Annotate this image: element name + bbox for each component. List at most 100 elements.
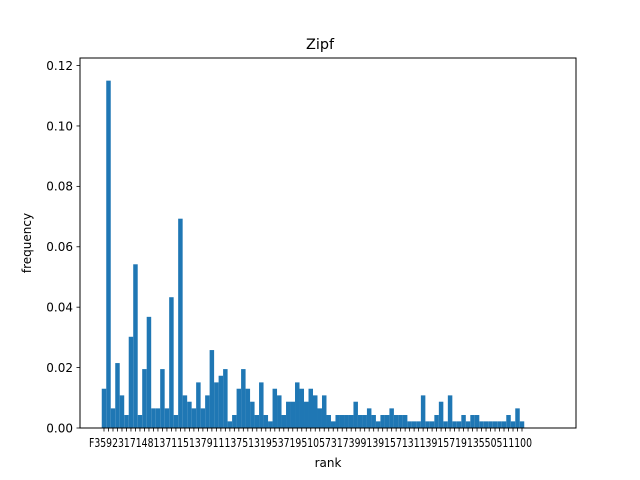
bar: [272, 388, 278, 428]
x-tick-labels: F359231714813711513791113751319537195105…: [89, 436, 532, 450]
x-axis: F359231714813711513791113751319537195105…: [89, 428, 532, 450]
bar: [223, 369, 228, 428]
bar: [295, 382, 300, 428]
bar: [218, 375, 224, 428]
y-tick-label: 0.08: [46, 180, 73, 194]
bar: [321, 395, 327, 428]
bar: [128, 336, 134, 428]
bar: [200, 408, 206, 428]
bar: [501, 421, 507, 428]
bar: [470, 415, 475, 428]
bar: [335, 415, 340, 428]
bar: [205, 395, 210, 428]
x-axis-label: rank: [315, 456, 342, 470]
bar: [214, 382, 219, 428]
y-tick-label: 0.02: [46, 361, 73, 375]
bar: [474, 415, 480, 428]
y-axis-label: frequency: [20, 213, 34, 273]
bar: [304, 401, 309, 428]
bar: [348, 415, 354, 428]
bar: [452, 421, 457, 428]
bar: [447, 395, 453, 428]
bar: [245, 388, 251, 428]
bar: [375, 421, 381, 428]
y-tick-label: 0.10: [46, 119, 73, 133]
bar: [164, 408, 170, 428]
bar: [160, 369, 165, 428]
bar: [308, 388, 313, 428]
bar: [227, 421, 233, 428]
bar: [236, 388, 242, 428]
bar: [268, 421, 273, 428]
bar: [380, 415, 385, 428]
bar: [299, 388, 305, 428]
bar: [142, 369, 147, 428]
bar: [187, 401, 192, 428]
bar: [384, 415, 390, 428]
bar: [182, 395, 188, 428]
bar: [443, 421, 448, 428]
bar: [465, 421, 471, 428]
bar: [124, 415, 129, 428]
bar: [438, 401, 444, 428]
bar: [286, 401, 291, 428]
y-tick-label: 0.00: [46, 421, 73, 435]
y-axis: 0.00 0.02 0.04 0.06 0.08 0.10 0.12: [46, 59, 80, 435]
bar: [313, 395, 318, 428]
bar: [151, 408, 156, 428]
bar: [191, 408, 197, 428]
bar: [133, 264, 138, 428]
bar: [326, 415, 331, 428]
bar: [510, 421, 516, 428]
bar: [317, 408, 322, 428]
bar: [456, 421, 462, 428]
bar: [434, 415, 439, 428]
bar: [196, 382, 201, 428]
bar: [515, 408, 520, 428]
bar: [330, 421, 336, 428]
bar: [393, 415, 399, 428]
axes-frame: [79, 57, 577, 429]
bar: [155, 408, 161, 428]
bar: [290, 401, 296, 428]
bar: [263, 415, 269, 428]
bar: [115, 363, 120, 428]
bar: [101, 388, 107, 428]
bar: [169, 297, 174, 428]
bar: [398, 415, 403, 428]
bar: [277, 395, 282, 428]
bar: [137, 415, 143, 428]
bar: [110, 408, 116, 428]
bar: [488, 421, 493, 428]
bar: [425, 421, 430, 428]
bar: [519, 421, 525, 428]
bar: [506, 415, 511, 428]
bar: [411, 421, 417, 428]
bar: [241, 369, 246, 428]
bar: [407, 421, 412, 428]
bar: [389, 408, 394, 428]
y-tick-label: 0.06: [46, 240, 73, 254]
bar: [209, 350, 215, 428]
bar: [106, 80, 111, 429]
bar: [366, 408, 372, 428]
bar: [492, 421, 498, 428]
bar: [339, 415, 345, 428]
bar: [362, 415, 367, 428]
bar: [357, 415, 363, 428]
y-tick-label: 0.04: [46, 300, 73, 314]
y-tick-label: 0.12: [46, 59, 73, 73]
bar: [429, 421, 435, 428]
bar: [119, 395, 125, 428]
bar: [461, 415, 466, 428]
bar: [479, 421, 484, 428]
bar: [353, 401, 358, 428]
bar: [402, 415, 408, 428]
bar: [250, 401, 255, 428]
bar: [146, 316, 152, 428]
bar: [232, 415, 237, 428]
bars-layer: [101, 80, 525, 429]
bar: [173, 415, 179, 428]
